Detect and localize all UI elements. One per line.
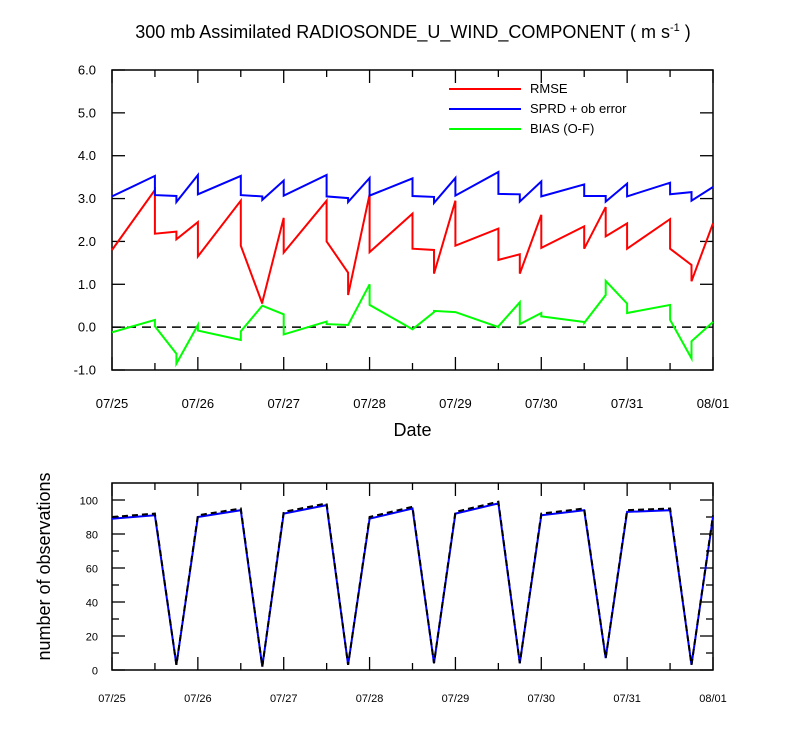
top-plot: 07/25 07/26 07/27 07/28 07/29 07/30 07/31 08/01… <box>74 63 730 441</box>
series-line-sprd-ob-error <box>111 170 714 206</box>
legend-label: SPRD + ob error <box>530 101 627 116</box>
x-tick-label: 08/01 <box>699 693 727 705</box>
title-suffix: ) <box>679 22 691 42</box>
x-tick-label: 07/26 <box>182 396 215 411</box>
title-superscript: -1 <box>670 22 680 34</box>
series-line-rmse <box>111 186 714 304</box>
y-tick-label: 80 <box>86 530 98 542</box>
y-tick-label: 1.0 <box>78 277 96 292</box>
x-tick-label: 07/31 <box>611 396 644 411</box>
y-tick-label: 3.0 <box>78 191 96 206</box>
y-tick-label: 2.0 <box>78 234 96 249</box>
y-tick-label: 4.0 <box>78 148 96 163</box>
x-tick-label: 08/01 <box>697 396 730 411</box>
title-text: 300 mb Assimilated RADIOSONDE_U_WIND_COM… <box>135 22 670 42</box>
y-tick-label: 0 <box>92 666 98 678</box>
bottom-plot: 07/25 07/26 07/27 07/28 07/29 07/30 07/31 08/01… <box>34 472 727 705</box>
x-tick-label: 07/28 <box>353 396 386 411</box>
x-tick-label: 07/29 <box>442 693 470 705</box>
x-axis-label: Date <box>393 420 431 440</box>
legend-label: RMSE <box>530 81 568 96</box>
y-tick-label: 6.0 <box>78 63 96 78</box>
x-tick-label: 07/25 <box>98 693 126 705</box>
y-tick-label: 20 <box>86 632 98 644</box>
x-tick-label: 07/27 <box>270 693 298 705</box>
y-tick-label: -1.0 <box>74 363 96 378</box>
x-tick-label: 07/25 <box>96 396 129 411</box>
legend-label: BIAS (O-F) <box>530 121 594 136</box>
series-line-bias-o-f <box>111 278 714 368</box>
y-tick-label: 0.0 <box>78 320 96 335</box>
x-tick-label: 07/30 <box>525 396 558 411</box>
x-tick-label: 07/28 <box>356 693 384 705</box>
x-tick-label: 07/26 <box>184 693 212 705</box>
x-tick-label: 07/29 <box>439 396 472 411</box>
x-tick-label: 07/27 <box>267 396 300 411</box>
y-tick-label: 5.0 <box>78 105 96 120</box>
y-tick-label: 100 <box>80 496 98 508</box>
series-line-series-0 <box>111 502 714 667</box>
x-tick-label: 07/31 <box>613 693 641 705</box>
chart-title: 300 mb Assimilated RADIOSONDE_U_WIND_COM… <box>0 22 800 43</box>
y-tick-label: 60 <box>86 564 98 576</box>
y-tick-label: 40 <box>86 598 98 610</box>
series-line-series-1 <box>111 500 714 667</box>
y-axis-label: number of observations <box>34 472 54 660</box>
x-tick-label: 07/30 <box>528 693 556 705</box>
